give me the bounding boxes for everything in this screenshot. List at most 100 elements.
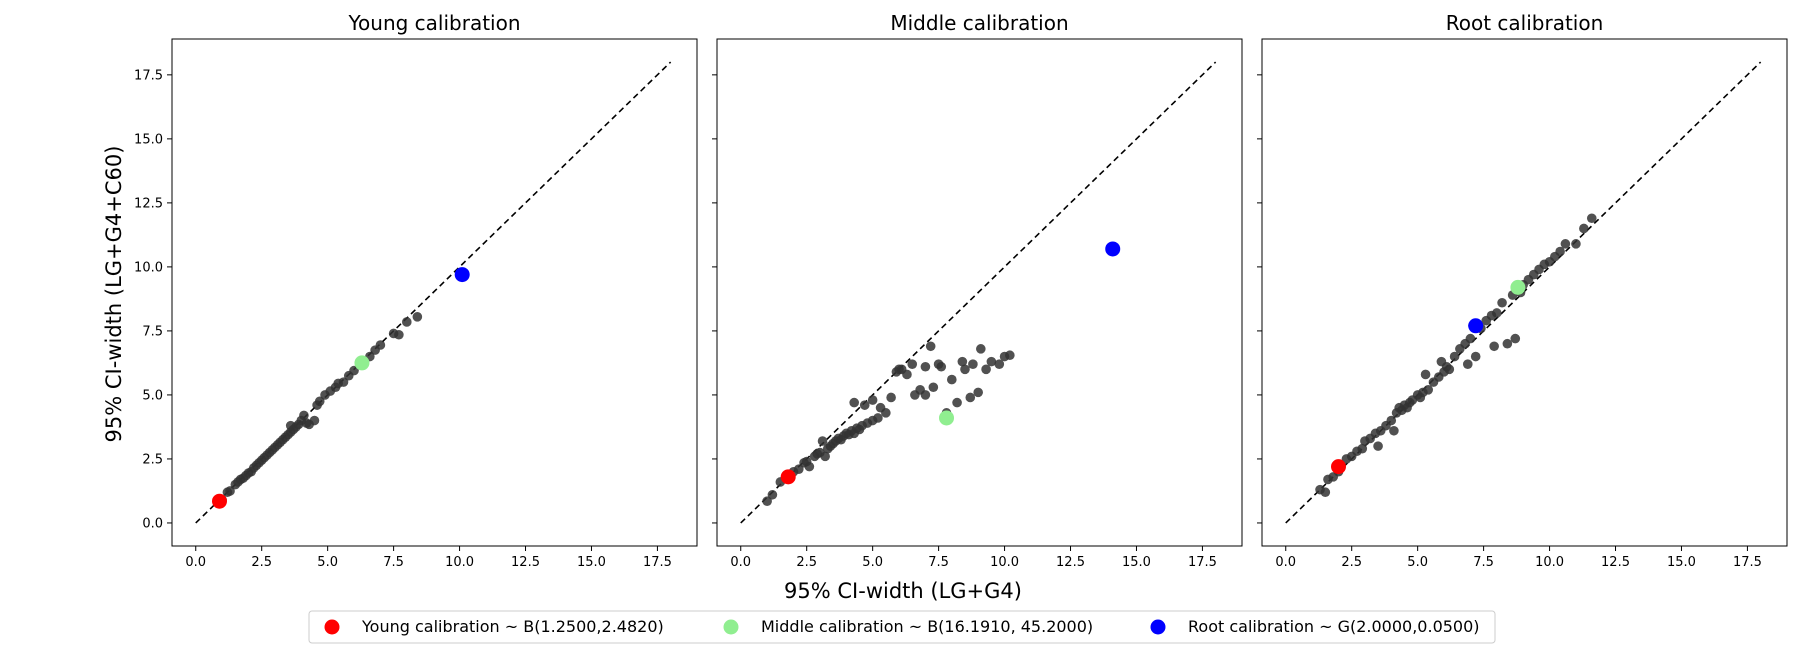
data-point — [309, 415, 320, 426]
data-point — [907, 359, 918, 369]
data-point — [986, 356, 997, 367]
data-point — [1320, 487, 1331, 498]
data-point — [925, 341, 936, 352]
x-tick-label: 10.0 — [445, 555, 474, 570]
panel-1: Young calibration 0.0 2.5 5.0 7.5 10.0 12.5 15.… — [134, 11, 698, 570]
data-point — [976, 344, 986, 354]
data-point — [394, 329, 404, 340]
x-tick-label: 15.0 — [577, 555, 606, 570]
data-point — [920, 390, 931, 400]
data-point — [928, 382, 939, 393]
data-point — [793, 464, 804, 474]
legend-label-root: Root calibration ~ G(2.0000,0.0500) — [1188, 617, 1480, 636]
panel-title: Root calibration — [1446, 11, 1604, 35]
calibration-point — [939, 410, 955, 426]
data-point — [412, 312, 423, 322]
data-point — [968, 359, 978, 369]
x-tick-label: 0.0 — [185, 555, 206, 570]
data-point — [1555, 246, 1565, 257]
data-point — [920, 361, 931, 372]
y-tick-label: 5.0 — [142, 388, 163, 403]
calibration-point — [1468, 318, 1484, 334]
panel-2: Middle calibration 0.0 2.5 5.0 7.5 10.0 12.5 15… — [712, 11, 1243, 570]
y-tick-label: 17.5 — [134, 68, 163, 83]
data-point — [952, 397, 962, 408]
data-point — [1404, 397, 1415, 408]
data-point — [1470, 351, 1481, 362]
data-point — [375, 340, 386, 350]
data-point — [946, 374, 957, 385]
calibration-point — [1331, 459, 1347, 475]
data-point — [1462, 359, 1473, 369]
data-point — [1449, 351, 1460, 362]
data-point — [767, 489, 778, 500]
y-tick-label: 7.5 — [142, 324, 163, 339]
data-point — [285, 420, 296, 431]
x-tick-label: 2.5 — [1341, 555, 1362, 570]
data-point — [957, 356, 968, 367]
x-tick-label: 17.5 — [1733, 555, 1762, 570]
panels-group: Young calibration 0.0 2.5 5.0 7.5 10.0 12.5 15.… — [134, 11, 1788, 570]
panel-3: Root calibration 0.0 2.5 5.0 7.5 10.0 12.5 15.0… — [1257, 11, 1788, 570]
legend-label-middle: Middle calibration ~ B(16.1910, 45.2000) — [761, 617, 1093, 636]
data-point — [859, 400, 870, 410]
data-point — [867, 395, 878, 405]
data-point — [1510, 333, 1521, 344]
data-point — [1423, 385, 1434, 395]
x-tick-label: 17.5 — [643, 555, 672, 570]
data-point — [1441, 361, 1452, 372]
data-point — [1579, 223, 1589, 234]
panel-title: Young calibration — [347, 11, 520, 35]
y-tick-label: 2.5 — [142, 452, 163, 467]
data-point — [1420, 369, 1431, 380]
x-tick-label: 12.5 — [511, 555, 540, 570]
data-point — [1571, 239, 1581, 249]
data-point — [1560, 239, 1571, 249]
data-point — [875, 402, 886, 413]
x-tick-label: 0.0 — [730, 555, 751, 570]
x-tick-label: 7.5 — [928, 555, 949, 570]
x-tick-label: 12.5 — [1056, 555, 1085, 570]
axes-frame — [716, 38, 1243, 547]
data-point — [401, 317, 412, 327]
data-point — [338, 377, 349, 387]
data-point — [1415, 392, 1426, 403]
x-tick-label: 15.0 — [1667, 555, 1696, 570]
data-point — [225, 486, 235, 496]
x-tick-label: 5.0 — [317, 555, 338, 570]
data-point — [817, 436, 828, 446]
data-point — [804, 461, 815, 472]
data-point — [965, 392, 976, 403]
axes-frame — [1261, 38, 1788, 547]
data-point — [1005, 350, 1015, 361]
legend-marker-young — [324, 619, 340, 635]
y-tick-label: 0.0 — [142, 516, 163, 531]
x-tick-label: 10.0 — [990, 555, 1019, 570]
legend-frame — [308, 610, 1496, 644]
data-point — [960, 364, 970, 375]
data-point — [936, 361, 947, 372]
x-tick-label: 7.5 — [1473, 555, 1494, 570]
data-point — [1357, 443, 1368, 454]
x-tick-label: 12.5 — [1601, 555, 1630, 570]
x-tick-label: 5.0 — [862, 555, 883, 570]
data-point — [349, 365, 359, 376]
data-point — [1394, 402, 1404, 413]
data-point — [762, 496, 772, 506]
reference-diagonal-line — [740, 61, 1217, 524]
y-axis-title: 95% CI-width (LG+G4+C60) — [102, 146, 126, 443]
calibration-point — [454, 267, 470, 283]
data-point — [314, 396, 325, 407]
data-point — [1489, 341, 1499, 352]
calibration-point — [1105, 241, 1121, 257]
y-tick-label: 10.0 — [134, 260, 163, 275]
x-axis-title: 95% CI-width (LG+G4) — [784, 579, 1022, 603]
x-tick-label: 2.5 — [251, 555, 272, 570]
data-point — [994, 359, 1005, 369]
calibration-point — [780, 469, 796, 485]
axes-frame — [171, 38, 698, 547]
calibration-point — [354, 355, 370, 371]
data-point — [1386, 415, 1397, 426]
